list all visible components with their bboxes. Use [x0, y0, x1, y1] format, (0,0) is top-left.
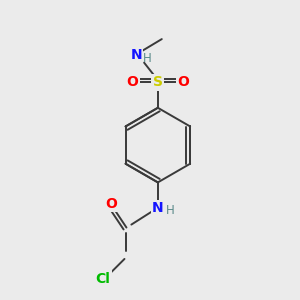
- Text: N: N: [130, 48, 142, 62]
- Text: S: S: [153, 75, 163, 89]
- Text: O: O: [126, 75, 138, 89]
- Text: O: O: [105, 197, 117, 211]
- Text: H: H: [143, 52, 152, 65]
- Text: Cl: Cl: [95, 272, 110, 286]
- Text: H: H: [166, 204, 175, 218]
- Text: O: O: [177, 75, 189, 89]
- Text: N: N: [152, 201, 164, 215]
